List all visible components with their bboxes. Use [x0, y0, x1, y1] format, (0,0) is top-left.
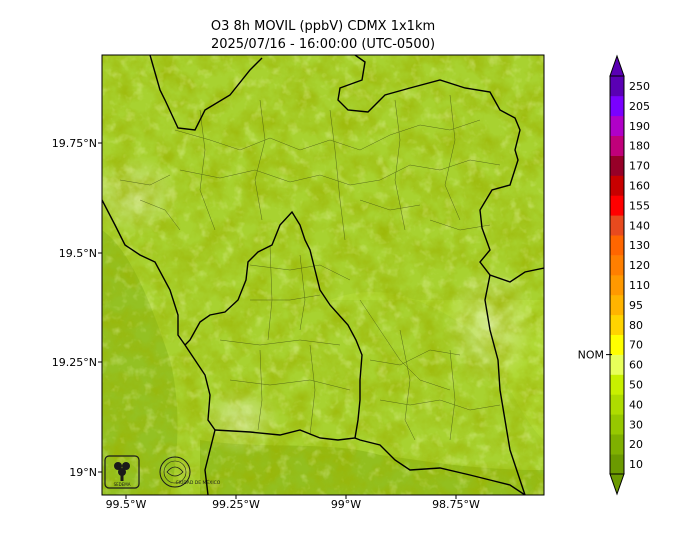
- colorbar-frame: [609, 75, 625, 475]
- colorbar-label: 160: [629, 179, 650, 192]
- colorbar-label: 70: [629, 339, 643, 352]
- colorbar-swatch: [610, 294, 624, 316]
- cdmx-logo: CIUDAD DE MÉXICO: [159, 456, 221, 488]
- colorbar-swatch: [610, 255, 624, 276]
- colorbar-label: 50: [629, 378, 643, 391]
- lon-label-995: 99.5°W: [106, 498, 147, 511]
- colorbar-label: 205: [629, 100, 650, 113]
- colorbar-extend-low: [609, 473, 625, 496]
- lat-label-19: 19°N: [69, 466, 97, 479]
- colorbar-label: 250: [629, 80, 650, 93]
- colorbar: 10 20 30 40 50 60 70 80 95 110 120 130 140 155 160 170 1…: [609, 54, 650, 496]
- colorbar-label: 30: [629, 418, 643, 431]
- colorbar-label: 130: [629, 239, 650, 252]
- colorbar-swatch: [610, 394, 624, 415]
- colorbar-label: 120: [629, 259, 650, 272]
- colorbar-swatch: [610, 135, 624, 156]
- colorbar-swatch: [610, 454, 624, 475]
- lat-label-195: 19.5°N: [59, 247, 97, 260]
- colorbar-swatch: [610, 314, 624, 335]
- sedema-logo: SEDEMA: [104, 455, 140, 489]
- colorbar-label: 20: [629, 438, 643, 451]
- lat-label-1925: 19.25°N: [52, 356, 97, 369]
- nom-label: NOM: [578, 349, 604, 362]
- lat-label-1975: 19.75°N: [52, 137, 97, 150]
- colorbar-label: 140: [629, 219, 650, 232]
- cdmx-logo-text: CIUDAD DE MÉXICO: [176, 478, 221, 486]
- colorbar-label: 155: [629, 199, 650, 212]
- map-panel: [102, 55, 544, 495]
- map-subtitle: 2025/07/16 - 16:00:00 (UTC-0500): [210, 37, 436, 52]
- colorbar-swatch: [610, 414, 624, 435]
- colorbar-swatch: [610, 215, 624, 236]
- colorbar-swatch: [610, 195, 624, 216]
- colorbar-label: 170: [629, 160, 650, 173]
- lon-label-9875: 98.75°W: [432, 498, 480, 511]
- colorbar-swatch: [610, 175, 624, 196]
- colorbar-label: 190: [629, 120, 650, 133]
- colorbar-extend-high: [609, 54, 625, 77]
- colorbar-label: 110: [629, 279, 650, 292]
- colorbar-swatch: [610, 115, 624, 136]
- colorbar-label: 40: [629, 398, 643, 411]
- colorbar-swatch: [610, 434, 624, 455]
- state-boundaries: [102, 55, 544, 495]
- colorbar-swatch: [610, 374, 624, 395]
- colorbar-swatch: [610, 354, 624, 375]
- lon-label-9925: 99.25°W: [212, 498, 260, 511]
- sedema-logo-text: SEDEMA: [114, 482, 131, 487]
- lon-label-99: 99°W: [331, 498, 361, 511]
- axis-ticks: [98, 142, 457, 499]
- colorbar-swatch: [610, 334, 624, 355]
- municipal-boundaries: [119, 94, 501, 441]
- colorbar-swatch: [610, 76, 624, 97]
- colorbar-label: 95: [629, 299, 643, 312]
- map-frame: [101, 54, 545, 496]
- colorbar-label: 60: [629, 359, 643, 372]
- map-title: O3 8h MOVIL (ppbV) CDMX 1x1km: [210, 19, 436, 34]
- colorbar-label: 80: [629, 319, 643, 332]
- colorbar-swatch: [610, 275, 624, 296]
- colorbar-label: 10: [629, 458, 643, 471]
- colorbar-label: 180: [629, 140, 650, 153]
- colorbar-swatch: [610, 235, 624, 256]
- colorbar-swatch: [610, 155, 624, 176]
- colorbar-swatch: [610, 95, 624, 117]
